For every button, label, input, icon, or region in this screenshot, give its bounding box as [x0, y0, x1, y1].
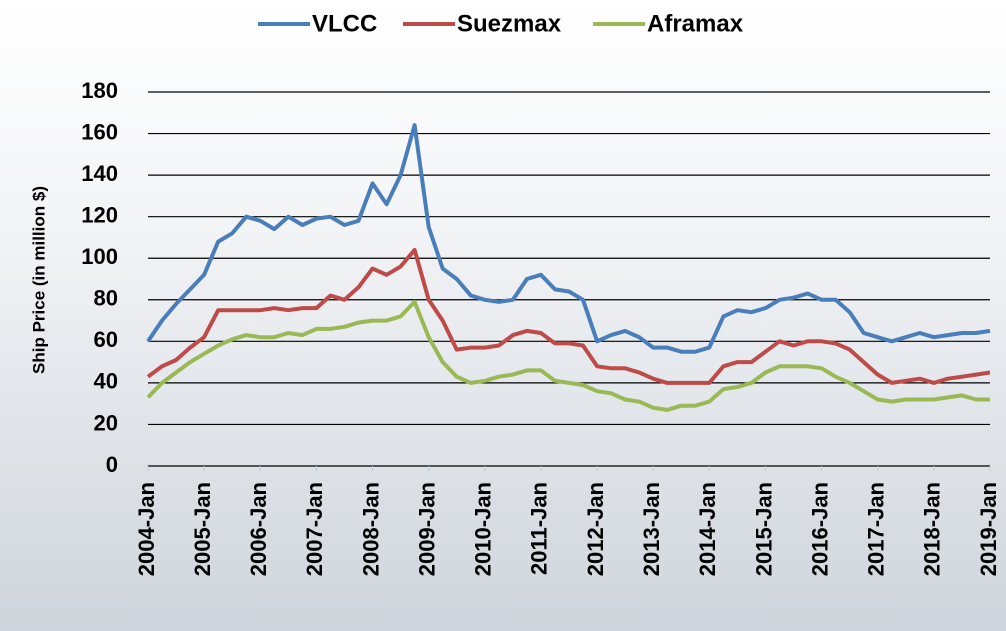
x-tick-label: 2013-Jan — [639, 482, 664, 576]
y-tick-label: 180 — [81, 78, 118, 103]
x-tick-label: 2004-Jan — [134, 482, 159, 576]
legend-label: Suezmax — [457, 10, 562, 37]
y-tick-label: 0 — [106, 452, 118, 477]
x-tick-label: 2008-Jan — [358, 482, 383, 576]
series-line — [148, 125, 990, 352]
x-tick-label: 2011-Jan — [527, 482, 552, 575]
series-line — [148, 250, 990, 383]
y-tick-label: 160 — [81, 119, 118, 144]
x-tick-label: 2012-Jan — [583, 482, 608, 576]
y-tick-label: 100 — [81, 244, 118, 269]
series-line — [148, 302, 990, 410]
y-tick-label: 20 — [94, 410, 118, 435]
legend-label: Aframax — [647, 10, 744, 37]
x-tick-label: 2017-Jan — [864, 482, 889, 576]
x-tick-label: 2018-Jan — [920, 482, 945, 576]
x-tick-label: 2019-Jan — [976, 482, 1001, 576]
x-tick-label: 2016-Jan — [807, 482, 832, 576]
x-tick-label: 2005-Jan — [190, 482, 215, 576]
x-tick-label: 2007-Jan — [302, 482, 327, 576]
y-tick-label: 40 — [94, 369, 118, 394]
x-tick-label: 2010-Jan — [471, 482, 496, 576]
y-tick-label: 60 — [94, 327, 118, 352]
y-tick-label: 140 — [81, 161, 118, 186]
chart: Ship Price (in million $) 0 20 40 60 80 100 12… — [0, 0, 1006, 631]
y-tick-label: 80 — [94, 286, 118, 311]
legend-label: VLCC — [312, 10, 377, 37]
x-tick-label: 2009-Jan — [414, 482, 439, 576]
x-tick-label: 2015-Jan — [751, 482, 776, 576]
x-tick-label: 2014-Jan — [695, 482, 720, 576]
x-tick-label: 2006-Jan — [246, 482, 271, 576]
y-tick-label: 120 — [81, 202, 118, 227]
y-axis-label: Ship Price (in million $) — [29, 186, 48, 374]
